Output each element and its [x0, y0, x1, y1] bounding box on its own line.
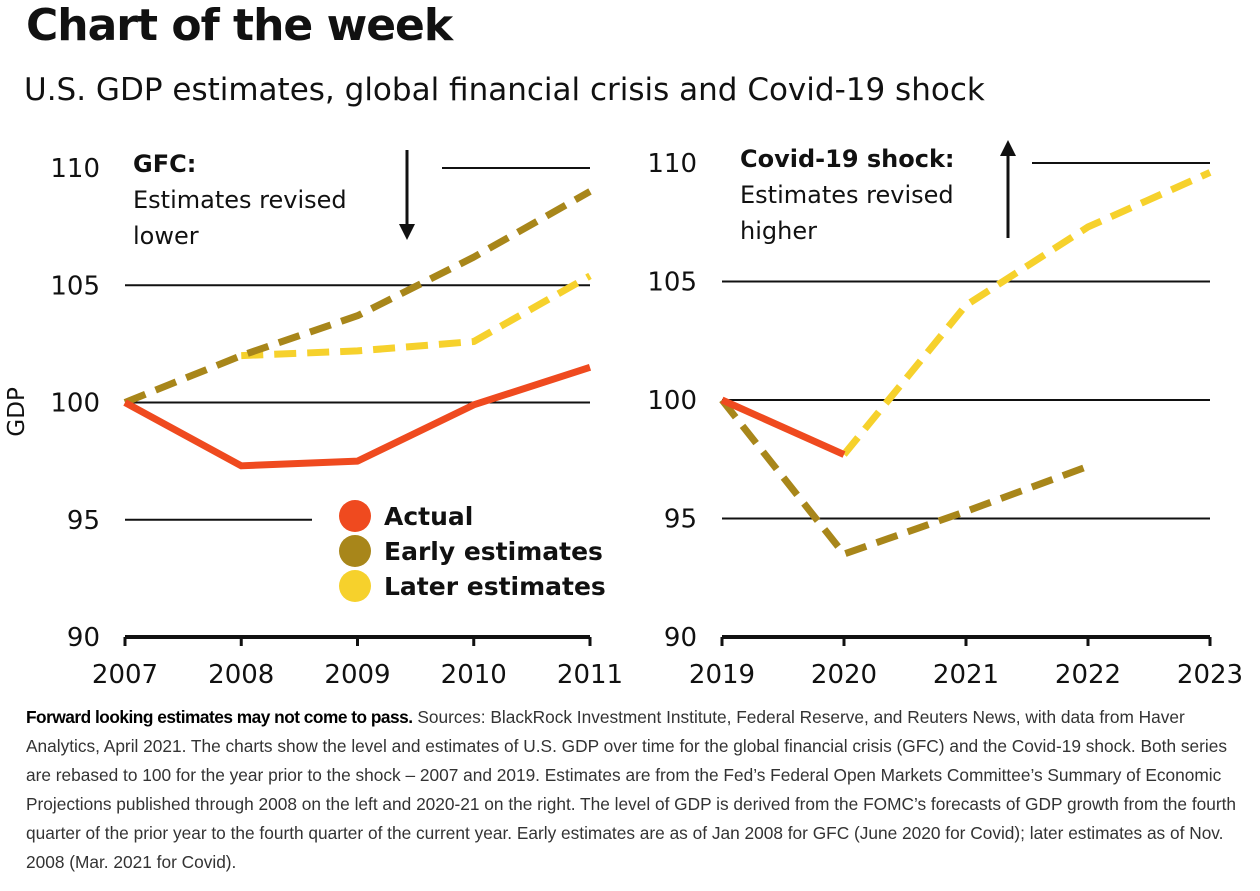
- chart-subtitle: U.S. GDP estimates, global financial cri…: [24, 72, 985, 108]
- gfc-ytick-105: 105: [50, 271, 100, 301]
- covid-ytick-105: 105: [647, 268, 697, 298]
- gfc-ytick-95: 95: [67, 506, 100, 536]
- footnote-text: Sources: BlackRock Investment Institute,…: [26, 707, 1237, 872]
- covid-xtick-2023: 2023: [1177, 660, 1243, 690]
- covid-xtick-2019: 2019: [689, 660, 755, 690]
- legend-swatch-later: [339, 570, 371, 602]
- gfc-series-actual-line: [123, 363, 592, 470]
- gfc-xtick-2008: 2008: [208, 660, 274, 690]
- covid-ytick-90: 90: [664, 623, 697, 653]
- covid-ytick-110: 110: [647, 149, 697, 179]
- legend-swatch-actual: [339, 500, 371, 532]
- chart-title: Chart of the week: [26, 0, 453, 51]
- footnote: Forward looking estimates may not come t…: [26, 703, 1254, 877]
- gfc-ytick-90: 90: [67, 623, 100, 653]
- gfc-series-later-line: [241, 272, 592, 360]
- gfc-ytick-100: 100: [50, 389, 100, 419]
- covid-xtick-2020: 2020: [811, 660, 877, 690]
- y-axis-label: GDP: [4, 387, 30, 437]
- gfc-xtick-2009: 2009: [324, 660, 390, 690]
- covid-annotation-line-2: higher: [740, 217, 817, 245]
- legend-label-later: Later estimates: [384, 572, 606, 601]
- covid-ytick-100: 100: [647, 386, 697, 416]
- covid-annotation-heading-suffix: :: [945, 145, 955, 173]
- covid-series-actual-line: [720, 396, 846, 458]
- gfc-annotation-line-1: Estimates revised: [133, 186, 347, 214]
- gfc-annotation-heading: GFC:: [133, 150, 196, 178]
- covid-arrow-up-icon: [1000, 140, 1016, 156]
- gfc-arrow-down-icon: [399, 224, 415, 240]
- footnote-lead: Forward looking estimates may not come t…: [26, 707, 413, 727]
- gfc-xtick-2007: 2007: [92, 660, 158, 690]
- charts-svg: 90 95 100 105 110 2007 2008 2009 2010 2011 GDP GFC:…: [4, 140, 1243, 690]
- legend-label-actual: Actual: [384, 502, 473, 531]
- gfc-xtick-2010: 2010: [441, 660, 507, 690]
- gfc-series-early-line: [123, 188, 592, 406]
- gfc-annotation-line-2: lower: [133, 222, 199, 250]
- covid-xtick-2021: 2021: [933, 660, 999, 690]
- gfc-xtick-2011: 2011: [557, 660, 623, 690]
- covid-xtick-2022: 2022: [1055, 660, 1121, 690]
- covid-annotation-line-1: Estimates revised: [740, 181, 954, 209]
- covid-ytick-95: 95: [664, 505, 697, 535]
- covid-series-later-line: [841, 169, 1212, 457]
- covid-annotation-heading: Covid-19 shock:: [740, 145, 955, 173]
- gfc-ytick-110: 110: [50, 154, 100, 184]
- legend-label-early: Early estimates: [384, 537, 603, 566]
- legend-swatch-early: [339, 535, 371, 567]
